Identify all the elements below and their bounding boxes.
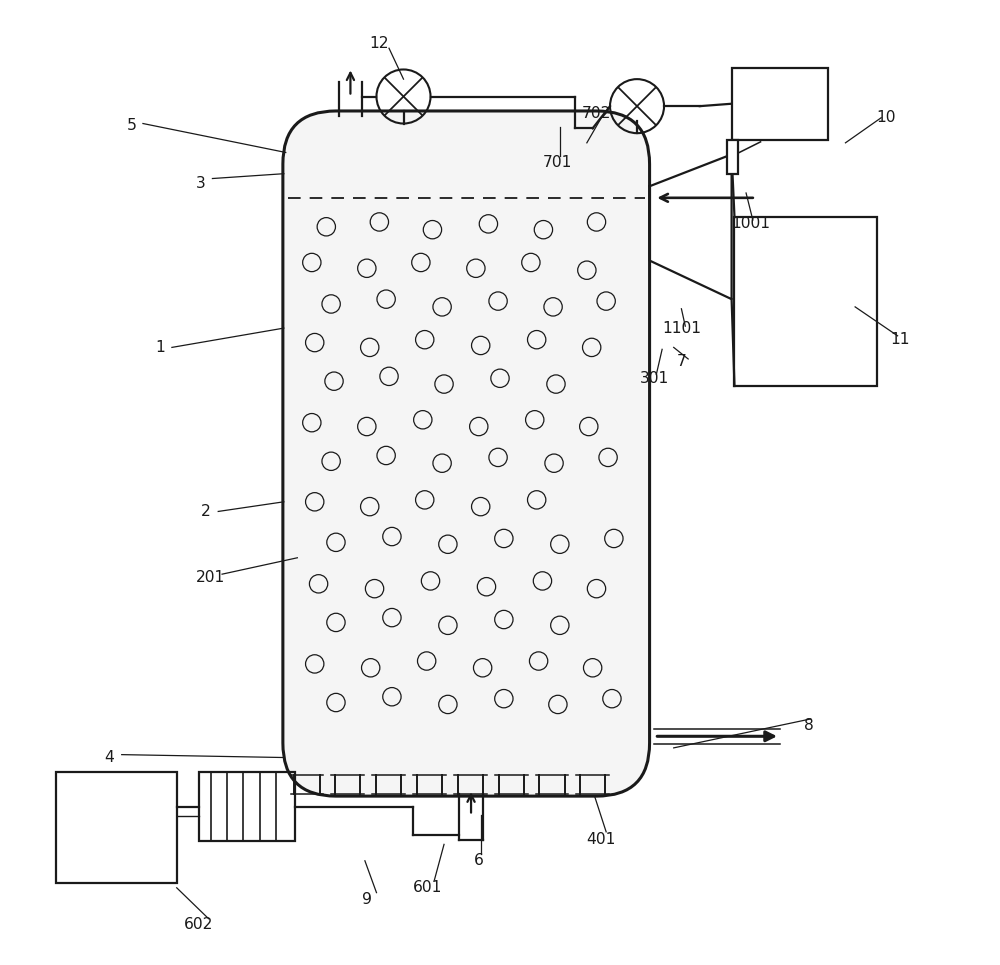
Text: 3: 3 <box>196 176 206 191</box>
Text: 6: 6 <box>474 853 484 869</box>
Bar <box>56 772 177 883</box>
Text: 9: 9 <box>362 892 372 907</box>
Text: 1101: 1101 <box>662 320 701 336</box>
Bar <box>727 140 738 174</box>
Text: 201: 201 <box>196 569 225 585</box>
Text: 12: 12 <box>370 36 389 51</box>
Bar <box>734 217 877 386</box>
Text: 2: 2 <box>201 504 211 519</box>
Text: 1001: 1001 <box>731 216 770 232</box>
FancyBboxPatch shape <box>283 111 650 796</box>
Bar <box>732 68 828 140</box>
Text: 4: 4 <box>104 750 114 765</box>
Text: 701: 701 <box>543 154 573 170</box>
Bar <box>199 772 295 841</box>
Text: 1: 1 <box>155 340 165 355</box>
Text: 5: 5 <box>126 118 136 133</box>
Text: 702: 702 <box>582 106 611 122</box>
Text: 11: 11 <box>891 332 910 347</box>
Text: 401: 401 <box>587 832 616 847</box>
Text: 301: 301 <box>640 371 669 386</box>
Text: 10: 10 <box>876 110 896 125</box>
Text: 8: 8 <box>804 718 814 733</box>
Text: 601: 601 <box>413 880 442 896</box>
Text: 602: 602 <box>184 917 214 932</box>
Text: 7: 7 <box>676 354 686 370</box>
